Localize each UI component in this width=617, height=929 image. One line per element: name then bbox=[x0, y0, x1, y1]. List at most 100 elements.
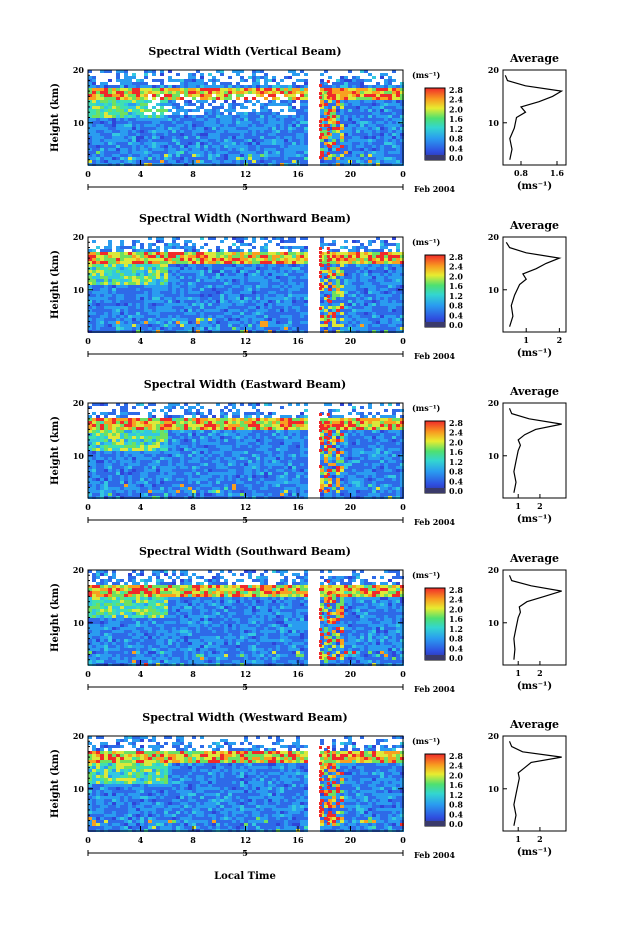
x-axis-label: Local Time bbox=[214, 871, 276, 882]
x-tick-label: 20 bbox=[345, 502, 357, 512]
colorbar-low bbox=[425, 488, 445, 493]
colorbar-tick-label: 1.6 bbox=[449, 614, 463, 624]
average-title: Average bbox=[509, 718, 559, 731]
y-axis-label: Height (km) bbox=[50, 749, 61, 818]
colorbar-tick-label: 2.0 bbox=[449, 770, 463, 780]
colorbar-tick-label: 2.4 bbox=[449, 761, 463, 771]
x-tick-label: 0 bbox=[85, 336, 91, 346]
avg-y-tick-label: 20 bbox=[488, 65, 500, 75]
x-tick-label: 16 bbox=[292, 336, 304, 346]
panel-1: Spectral Width (Vertical Beam) 10 20 Height… bbox=[50, 45, 567, 194]
y-axis-label: Height (km) bbox=[50, 416, 61, 485]
colorbar-tick-label: 0.8 bbox=[449, 634, 463, 644]
x-tick-label: 0 bbox=[400, 169, 406, 179]
average-frame bbox=[502, 735, 567, 832]
y-tick-label: 10 bbox=[73, 784, 85, 794]
avg-x-tick-label: 2 bbox=[537, 501, 543, 511]
colorbar-unit: (ms⁻¹) bbox=[412, 70, 440, 80]
panel-2: Spectral Width (Northward Beam)1020Heigh… bbox=[50, 212, 567, 361]
x-tick-label: 0 bbox=[85, 669, 91, 679]
average-profile-line bbox=[508, 408, 562, 493]
colorbar-tick-label: 2.8 bbox=[449, 252, 463, 262]
average-title: Average bbox=[509, 552, 559, 565]
x-tick-label: 0 bbox=[85, 169, 91, 179]
avg-y-tick-label: 20 bbox=[488, 232, 500, 242]
y-tick-label: 10 bbox=[73, 118, 85, 128]
panel-title: Spectral Width (Vertical Beam) bbox=[148, 45, 341, 58]
avg-x-tick-label: 2 bbox=[557, 335, 563, 345]
colorbar-tick-label: 0.0 bbox=[449, 153, 463, 163]
avg-x-tick-label: 1 bbox=[515, 668, 521, 678]
colorbar-tick-label: 1.2 bbox=[449, 457, 463, 467]
average-profile-line bbox=[508, 741, 562, 826]
x-tick-label: 20 bbox=[345, 835, 357, 845]
avg-x-tick-label: 1 bbox=[523, 335, 529, 345]
x-tick-label: 16 bbox=[292, 169, 304, 179]
colorbar-tick-label: 1.6 bbox=[449, 447, 463, 457]
heatmap-cells bbox=[88, 570, 404, 666]
date-label: Feb 2004 bbox=[414, 850, 455, 860]
colorbar-unit: (ms⁻¹) bbox=[412, 570, 440, 580]
avg-x-tick-label: 1 bbox=[515, 834, 521, 844]
average-unit: (ms⁻¹) bbox=[517, 348, 552, 359]
colorbar bbox=[424, 420, 446, 494]
colorbar-tick-label: 1.2 bbox=[449, 624, 463, 634]
colorbar-low bbox=[425, 821, 445, 826]
colorbar-tick-label: 1.6 bbox=[449, 114, 463, 124]
colorbar-tick-label: 2.4 bbox=[449, 428, 463, 438]
colorbar-tick-label: 0.4 bbox=[449, 809, 463, 819]
colorbar-tick-label: 0.0 bbox=[449, 653, 463, 663]
colorbar-tick-label: 2.4 bbox=[449, 262, 463, 272]
colorbar-tick-label: 1.6 bbox=[449, 780, 463, 790]
avg-x-tick-label: 0.8 bbox=[514, 168, 528, 178]
average-unit: (ms⁻¹) bbox=[517, 847, 552, 858]
day-label: 5 bbox=[242, 182, 248, 192]
colorbar-tick-label: 1.6 bbox=[449, 281, 463, 291]
colorbar-tick-label: 2.8 bbox=[449, 418, 463, 428]
average-frame bbox=[502, 69, 567, 166]
y-tick-label: 20 bbox=[73, 232, 85, 242]
avg-y-tick-label: 20 bbox=[488, 565, 500, 575]
x-tick-label: 16 bbox=[292, 669, 304, 679]
x-tick-label: 16 bbox=[292, 502, 304, 512]
colorbar-tick-label: 0.8 bbox=[449, 467, 463, 477]
colorbar-low bbox=[425, 655, 445, 660]
panel-3: Spectral Width (Eastward Beam)1020Height… bbox=[50, 378, 567, 527]
avg-y-tick-label: 20 bbox=[488, 731, 500, 741]
colorbar bbox=[424, 587, 446, 661]
colorbar-tick-label: 2.0 bbox=[449, 104, 463, 114]
y-tick-label: 10 bbox=[73, 285, 85, 295]
panel-title: Spectral Width (Northward Beam) bbox=[139, 212, 351, 225]
colorbar-tick-label: 2.0 bbox=[449, 271, 463, 281]
average-frame bbox=[502, 569, 567, 666]
y-axis-label: Height (km) bbox=[50, 83, 61, 152]
avg-y-tick-label: 10 bbox=[488, 784, 500, 794]
avg-y-tick-label: 10 bbox=[488, 285, 500, 295]
x-tick-label: 4 bbox=[138, 502, 144, 512]
x-tick-label: 4 bbox=[138, 835, 144, 845]
y-tick-label: 20 bbox=[73, 565, 85, 575]
x-tick-label: 20 bbox=[345, 336, 357, 346]
avg-y-tick-label: 10 bbox=[488, 618, 500, 628]
x-tick-label: 8 bbox=[190, 669, 196, 679]
avg-x-tick-label: 2 bbox=[537, 668, 543, 678]
x-tick-label: 8 bbox=[190, 835, 196, 845]
x-tick-label: 4 bbox=[138, 336, 144, 346]
x-tick-label: 0 bbox=[85, 502, 91, 512]
average-frame bbox=[502, 402, 567, 499]
avg-y-tick-label: 10 bbox=[488, 451, 500, 461]
x-tick-label: 0 bbox=[400, 336, 406, 346]
x-tick-label: 0 bbox=[400, 835, 406, 845]
y-axis-label: Height (km) bbox=[50, 583, 61, 652]
average-unit: (ms⁻¹) bbox=[517, 514, 552, 525]
colorbar bbox=[424, 254, 446, 328]
average-profile-line bbox=[505, 241, 562, 327]
day-label: 5 bbox=[242, 848, 248, 858]
colorbar-tick-label: 0.8 bbox=[449, 134, 463, 144]
average-profile-line bbox=[508, 575, 562, 660]
colorbar-tick-label: 2.0 bbox=[449, 604, 463, 614]
date-label: Feb 2004 bbox=[414, 351, 455, 361]
x-tick-label: 4 bbox=[138, 169, 144, 179]
x-tick-label: 4 bbox=[138, 669, 144, 679]
average-title: Average bbox=[509, 52, 559, 65]
